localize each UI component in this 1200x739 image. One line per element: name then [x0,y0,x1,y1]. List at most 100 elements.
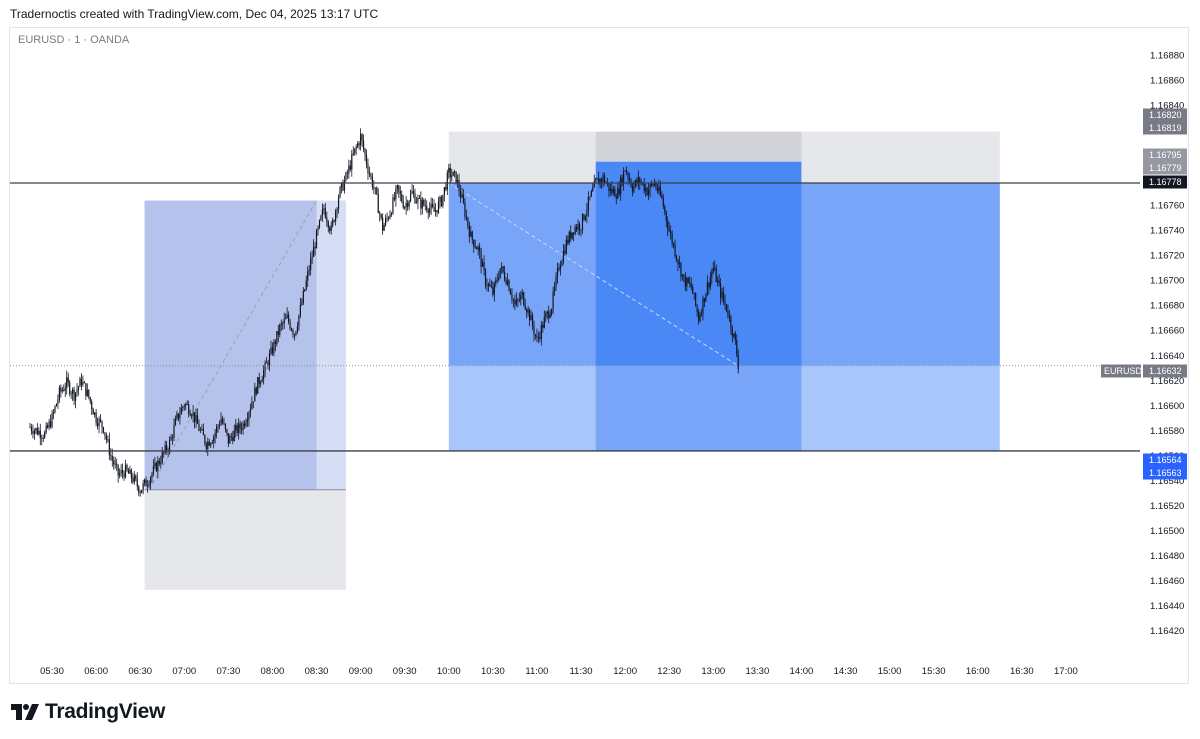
candle-body [226,429,228,434]
candle-body [133,475,135,482]
candle-body [493,283,495,295]
candle-body [218,424,221,426]
candle-body [66,377,68,389]
candle-body [576,227,578,230]
candle-body [581,214,584,230]
candle-body [101,420,103,428]
candle-body [664,206,666,212]
candle-body [39,430,41,439]
candle-body [531,315,534,326]
candle-body [661,194,663,199]
candle-body [718,280,720,284]
candle-body [439,196,441,202]
candle-body [624,170,626,172]
candle-body [700,313,703,316]
candle-body [91,401,93,409]
candle-body [571,232,573,239]
candle-body [358,143,360,145]
candle-body [600,178,603,182]
candle-body [527,309,529,313]
candle-body [221,418,224,423]
candle-body [432,203,434,207]
candle-body [357,143,359,147]
candle-body [398,185,400,192]
price-tag-bg [1143,364,1187,378]
candle-body [387,217,390,219]
time-tick-label: 05:30 [40,666,64,677]
candle-body [686,277,688,287]
candle-body [677,259,679,265]
candle-body [311,256,313,259]
long-stop-zone [144,489,346,590]
candle-body [636,180,638,184]
price-tag-bg [1143,161,1187,175]
candle-body [329,227,331,231]
candle-body [199,429,202,431]
candle-body [267,362,269,366]
brand[interactable]: TradingView [11,700,165,724]
candle-body [430,203,432,209]
candle-body [446,172,448,190]
candle-body [136,478,138,487]
candle-body [260,382,262,384]
candle-body [404,207,406,209]
price-tick-label: 1.16500 [1150,526,1184,537]
candle-body [734,333,736,341]
candle-body [232,436,234,441]
candle-body [198,424,200,431]
candle-body [420,198,422,209]
candle-body [429,208,431,213]
candle-body [711,272,713,278]
candle-body [608,183,610,191]
candle-body [102,427,105,433]
candle-body [542,324,544,328]
candle-body [132,478,134,482]
candle-body [524,304,526,310]
candle-body [312,246,315,257]
candle-body [423,199,425,206]
candle-body [692,287,694,294]
candle-body [332,220,334,226]
candle-body [702,298,704,314]
price-tag-label: 1.16819 [1149,123,1182,133]
inner-stop-zone [595,131,802,162]
chart-attribution: Tradernoctis created with TradingView.co… [10,7,379,21]
candle-body [459,190,462,198]
candle-body [501,266,503,269]
candle-body [48,421,50,428]
candle-body [452,171,454,176]
candle-body [254,387,256,402]
candle-body [138,486,140,493]
candle-body [736,340,738,356]
candle-body [89,397,91,402]
price-axis: 1.168801.168601.168401.168201.168001.167… [1150,50,1184,637]
candle-body [216,426,218,433]
candle-body [614,189,616,197]
candle-body [161,452,163,463]
candle-body [395,188,397,200]
candle-body [38,430,40,435]
candle-body [308,269,310,272]
candle-body [377,194,379,214]
candle-body [399,191,401,195]
candle-body [386,217,388,219]
candle-body [695,293,697,306]
candle-body [376,187,378,195]
price-tag-label: 1.16779 [1149,163,1182,173]
candle-body [268,353,271,366]
time-tick-label: 09:00 [349,666,373,677]
candle-body [451,175,453,178]
candle-body [649,183,651,190]
candle-body [337,197,340,209]
candle-body [656,187,659,191]
symbol-legend[interactable]: EURUSD · 1 · OANDA [18,34,130,46]
candle-body [680,262,682,277]
candle-body [562,250,564,262]
candle-body [51,413,53,427]
candle-body [217,425,219,427]
candle-body [342,182,344,191]
candle-body [573,232,575,234]
candle-body [667,220,669,230]
candle-body [168,440,171,451]
